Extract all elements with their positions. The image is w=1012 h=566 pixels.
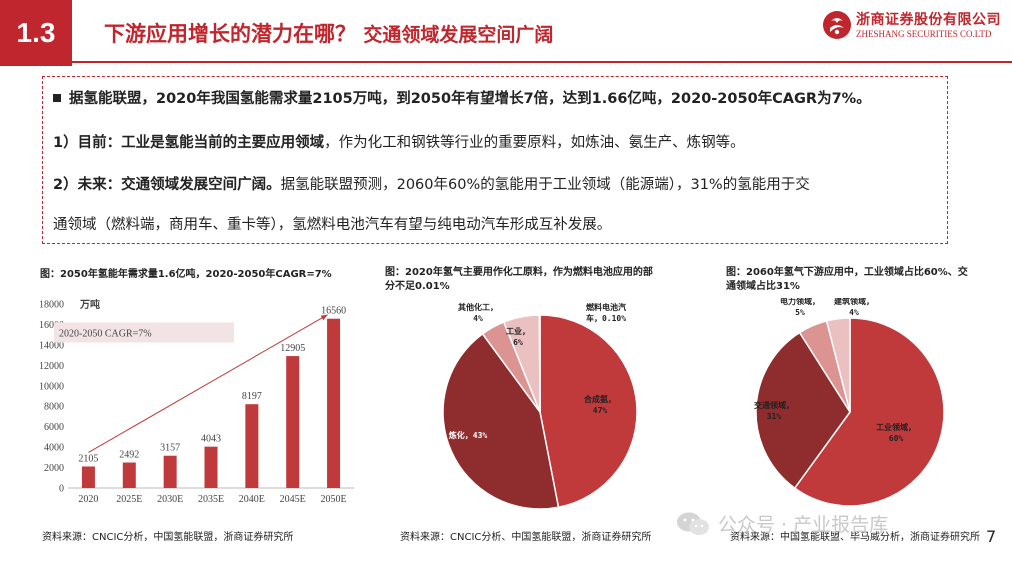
summary-line-1: 据氢能联盟，2020年我国氢能需求量2105万吨，到2050年有望增长7倍，达到… [53, 89, 871, 109]
pie-slice-燃料电池汽车 [538, 314, 541, 413]
bar-value-label: 2492 [119, 450, 139, 461]
fig2-title: 图：2020年氢气主要用作化工原料，作为燃料电池应用的部分不足0.01% [385, 267, 653, 292]
pie-label: 交通领域， 31% [754, 400, 794, 421]
bar-value-label: 2105 [78, 453, 98, 464]
y-tick-label: 6000 [44, 422, 64, 433]
x-tick-label: 2030E [157, 494, 183, 505]
bar-chart: 0 2000 4000 6000 8000 10000 12000 14000 16000 180… [39, 298, 354, 505]
x-tick-label: 2045E [280, 494, 306, 505]
y-tick-label: 14000 [39, 340, 64, 351]
x-tick-label: 2020 [78, 494, 98, 505]
pie-chart-2020: 合成氨， 47% 炼化，43% 其他化工， 4% 工业， 6% 燃料电池汽车，0.10% [442, 302, 638, 510]
bar-2050E [327, 318, 341, 488]
trend-arrow-head [320, 314, 328, 321]
pie-slice-工业领域 [793, 317, 945, 507]
logo-name-en: ZHESHANG SECURITIES CO.LTD [856, 29, 992, 39]
bar-2035E [204, 446, 218, 488]
y-tick-label: 4000 [44, 443, 64, 454]
bar-value-label: 16560 [321, 306, 346, 317]
header-divider [72, 61, 1012, 63]
pie-label: 建筑领域， 4% [833, 298, 874, 317]
x-tick-label: 2025E [116, 494, 142, 505]
y-tick-label: 2000 [44, 463, 64, 474]
cagr-annotation: 2020-2050 CAGR=7% [59, 328, 152, 339]
bar-2040E [245, 404, 259, 488]
fig2-source: 资料来源：CNCIC分析、中国氢能联盟，浙商证券研究所 [400, 532, 652, 543]
y-tick-label: 8000 [44, 402, 64, 413]
x-tick-label: 2050E [321, 494, 347, 505]
pie-slice-建筑领域 [825, 317, 851, 413]
pie-label: 其他化工， 4% [458, 302, 498, 323]
fig1-title: 图：2050年氢能年需求量1.6亿吨，2020-2050年CAGR=7% [40, 269, 332, 280]
bar-value-label: 3157 [160, 443, 180, 454]
bar-2030E [163, 455, 177, 488]
page-title-sub: 交通领域发展空间广阔 [363, 24, 554, 46]
pie-slice-合成氨 [539, 314, 638, 509]
y-tick-label: 18000 [39, 300, 64, 311]
bullet-square-icon [53, 94, 61, 102]
pie-slice-交通领域 [755, 331, 851, 490]
summary-box: 据氢能联盟，2020年我国氢能需求量2105万吨，到2050年有望增长7倍，达到… [42, 76, 948, 244]
pie-slice-炼化 [442, 332, 560, 510]
trend-arrow-line [88, 314, 328, 453]
pie-label: 燃料电池汽车，0.10% [586, 302, 626, 323]
pie-label: 合成氨， 47% [583, 394, 616, 415]
bar-2025E [122, 462, 136, 488]
x-tick-label: 2040E [239, 494, 265, 505]
bar-value-label: 4043 [201, 434, 221, 445]
page-title-main: 下游应用增长的潜力在哪？ [104, 22, 356, 46]
logo-emblem-icon [823, 11, 851, 39]
bar-value-label: 12905 [280, 343, 305, 354]
y-tick-label: 0 [59, 484, 64, 495]
bar-2045E [286, 356, 300, 488]
y-unit-label: 万吨 [79, 298, 100, 311]
cagr-annotation-box [54, 322, 234, 343]
y-tick-label: 16000 [39, 320, 64, 331]
bar-value-label: 8197 [242, 391, 262, 402]
summary-line-3: 2）未来：交通领域发展空间广阔。据氢能联盟预测，2060年60%的氢能用于工业领… [53, 177, 810, 193]
fig3-source: 资料来源：中国氢能联盟、毕马威分析，浙商证券研究所 [730, 532, 980, 543]
watermark: 公众号 · 产业报告库 [676, 510, 888, 537]
pie-label: 电力领域， 5% [780, 298, 820, 317]
pie-chart-2060: 工业领域， 60% 交通领域， 31% 电力领域， 5% 建筑领域， 4% [754, 298, 945, 507]
summary-line-2: 1）目前：工业是氢能当前的主要应用领域，作为化工和钢铁等行业的重要原料，如炼油、… [53, 135, 745, 151]
pie-label: 炼化，43% [449, 430, 488, 440]
bar-2020 [81, 466, 95, 488]
pie-label: 工业领域， 60% [876, 422, 916, 443]
company-logo: 浙商证券股份有限公司 ZHESHANG SECURITIES CO.LTD [820, 7, 1001, 47]
summary-line-4: 通领域（燃料端，商用车、重卡等），氢燃料电池汽车有望与纯电动汽车形成互补发展。 [53, 217, 612, 233]
section-number: 1.3 [0, 0, 72, 66]
page-number: 7 [986, 527, 997, 546]
logo-name-cn: 浙商证券股份有限公司 [856, 12, 1001, 28]
fig3-title: 图：2060年氢气下游应用中，工业领域占比60%、交通领域占比31% [726, 267, 968, 292]
y-tick-label: 10000 [39, 381, 64, 392]
fig1-source: 资料来源：CNCIC分析，中国氢能联盟，浙商证券研究所 [42, 532, 294, 543]
x-tick-label: 2035E [198, 494, 224, 505]
wechat-icon [677, 512, 709, 535]
page-title: 下游应用增长的潜力在哪？ 交通领域发展空间广阔 [104, 18, 553, 48]
y-tick-label: 12000 [39, 361, 64, 372]
pie-label: 工业， 6% [506, 326, 530, 347]
